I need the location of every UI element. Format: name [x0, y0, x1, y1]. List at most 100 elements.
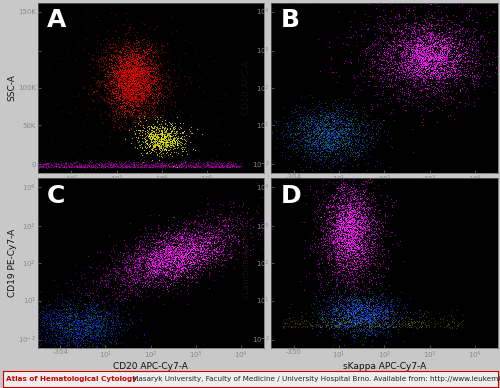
- Point: [88, 164, 96, 170]
- Point: [352, 131, 360, 137]
- Point: [156, 82, 164, 88]
- Point: [214, 233, 222, 239]
- Point: [135, 81, 143, 87]
- Point: [319, 146, 327, 152]
- Point: [346, 248, 354, 254]
- Point: [370, 324, 378, 330]
- Point: [330, 154, 338, 160]
- Point: [122, 94, 130, 100]
- Point: [133, 51, 141, 57]
- Point: [412, 52, 420, 59]
- Point: [137, 253, 145, 259]
- Point: [166, 264, 174, 270]
- Point: [82, 332, 90, 338]
- Point: [238, 209, 246, 215]
- Point: [126, 66, 134, 72]
- Point: [489, 249, 497, 255]
- Point: [391, 66, 399, 72]
- Point: [150, 263, 158, 270]
- Point: [112, 158, 120, 165]
- Point: [343, 258, 351, 265]
- Point: [171, 163, 179, 169]
- Point: [308, 113, 316, 119]
- Point: [337, 250, 345, 256]
- Point: [319, 201, 327, 207]
- Point: [112, 62, 120, 68]
- Point: [142, 78, 150, 84]
- Point: [349, 311, 357, 317]
- Point: [126, 75, 134, 81]
- Point: [190, 243, 198, 249]
- Point: [165, 246, 173, 253]
- Point: [346, 249, 354, 255]
- Point: [349, 250, 357, 256]
- Point: [43, 326, 51, 333]
- Point: [357, 306, 365, 312]
- Point: [62, 159, 70, 166]
- Point: [141, 275, 149, 282]
- Point: [169, 245, 177, 251]
- Point: [131, 123, 139, 129]
- Point: [486, 80, 494, 87]
- Point: [174, 251, 182, 258]
- Point: [194, 241, 202, 248]
- Point: [130, 96, 138, 102]
- Point: [118, 83, 126, 89]
- Point: [434, 21, 442, 27]
- Point: [343, 261, 351, 267]
- Point: [362, 344, 370, 350]
- Point: [362, 132, 370, 138]
- Point: [435, 26, 443, 33]
- Point: [350, 217, 358, 223]
- Point: [300, 146, 308, 152]
- Point: [446, 35, 454, 41]
- Point: [414, 56, 422, 62]
- Point: [132, 70, 140, 76]
- Point: [102, 92, 110, 98]
- Point: [184, 253, 192, 259]
- Point: [360, 293, 368, 299]
- Point: [192, 239, 200, 245]
- Point: [159, 259, 167, 265]
- Point: [146, 80, 154, 86]
- Point: [352, 114, 360, 121]
- Point: [212, 255, 220, 261]
- Point: [129, 87, 137, 94]
- Point: [229, 204, 237, 211]
- Point: [140, 162, 147, 168]
- Point: [172, 291, 180, 297]
- Point: [199, 231, 207, 237]
- Point: [452, 303, 460, 309]
- Point: [438, 52, 446, 58]
- Point: [286, 131, 294, 137]
- Point: [157, 259, 165, 265]
- Point: [191, 252, 199, 258]
- Point: [176, 272, 184, 278]
- Point: [207, 156, 215, 162]
- Point: [56, 164, 64, 170]
- Point: [436, 71, 444, 77]
- Point: [334, 120, 342, 126]
- Point: [110, 267, 118, 274]
- Point: [162, 271, 170, 277]
- Point: [340, 141, 348, 147]
- Point: [122, 92, 130, 99]
- Point: [183, 266, 191, 272]
- Point: [408, 57, 416, 63]
- Point: [322, 281, 330, 287]
- Point: [348, 244, 356, 250]
- Point: [391, 80, 399, 87]
- Point: [417, 42, 425, 48]
- Point: [110, 68, 118, 74]
- Point: [202, 237, 210, 243]
- Point: [135, 70, 143, 76]
- Point: [220, 242, 228, 249]
- Point: [278, 222, 285, 229]
- Point: [138, 118, 146, 124]
- Point: [220, 222, 228, 228]
- Point: [428, 0, 436, 7]
- Point: [343, 121, 351, 128]
- Point: [352, 315, 360, 321]
- Point: [332, 139, 340, 145]
- Point: [47, 161, 55, 167]
